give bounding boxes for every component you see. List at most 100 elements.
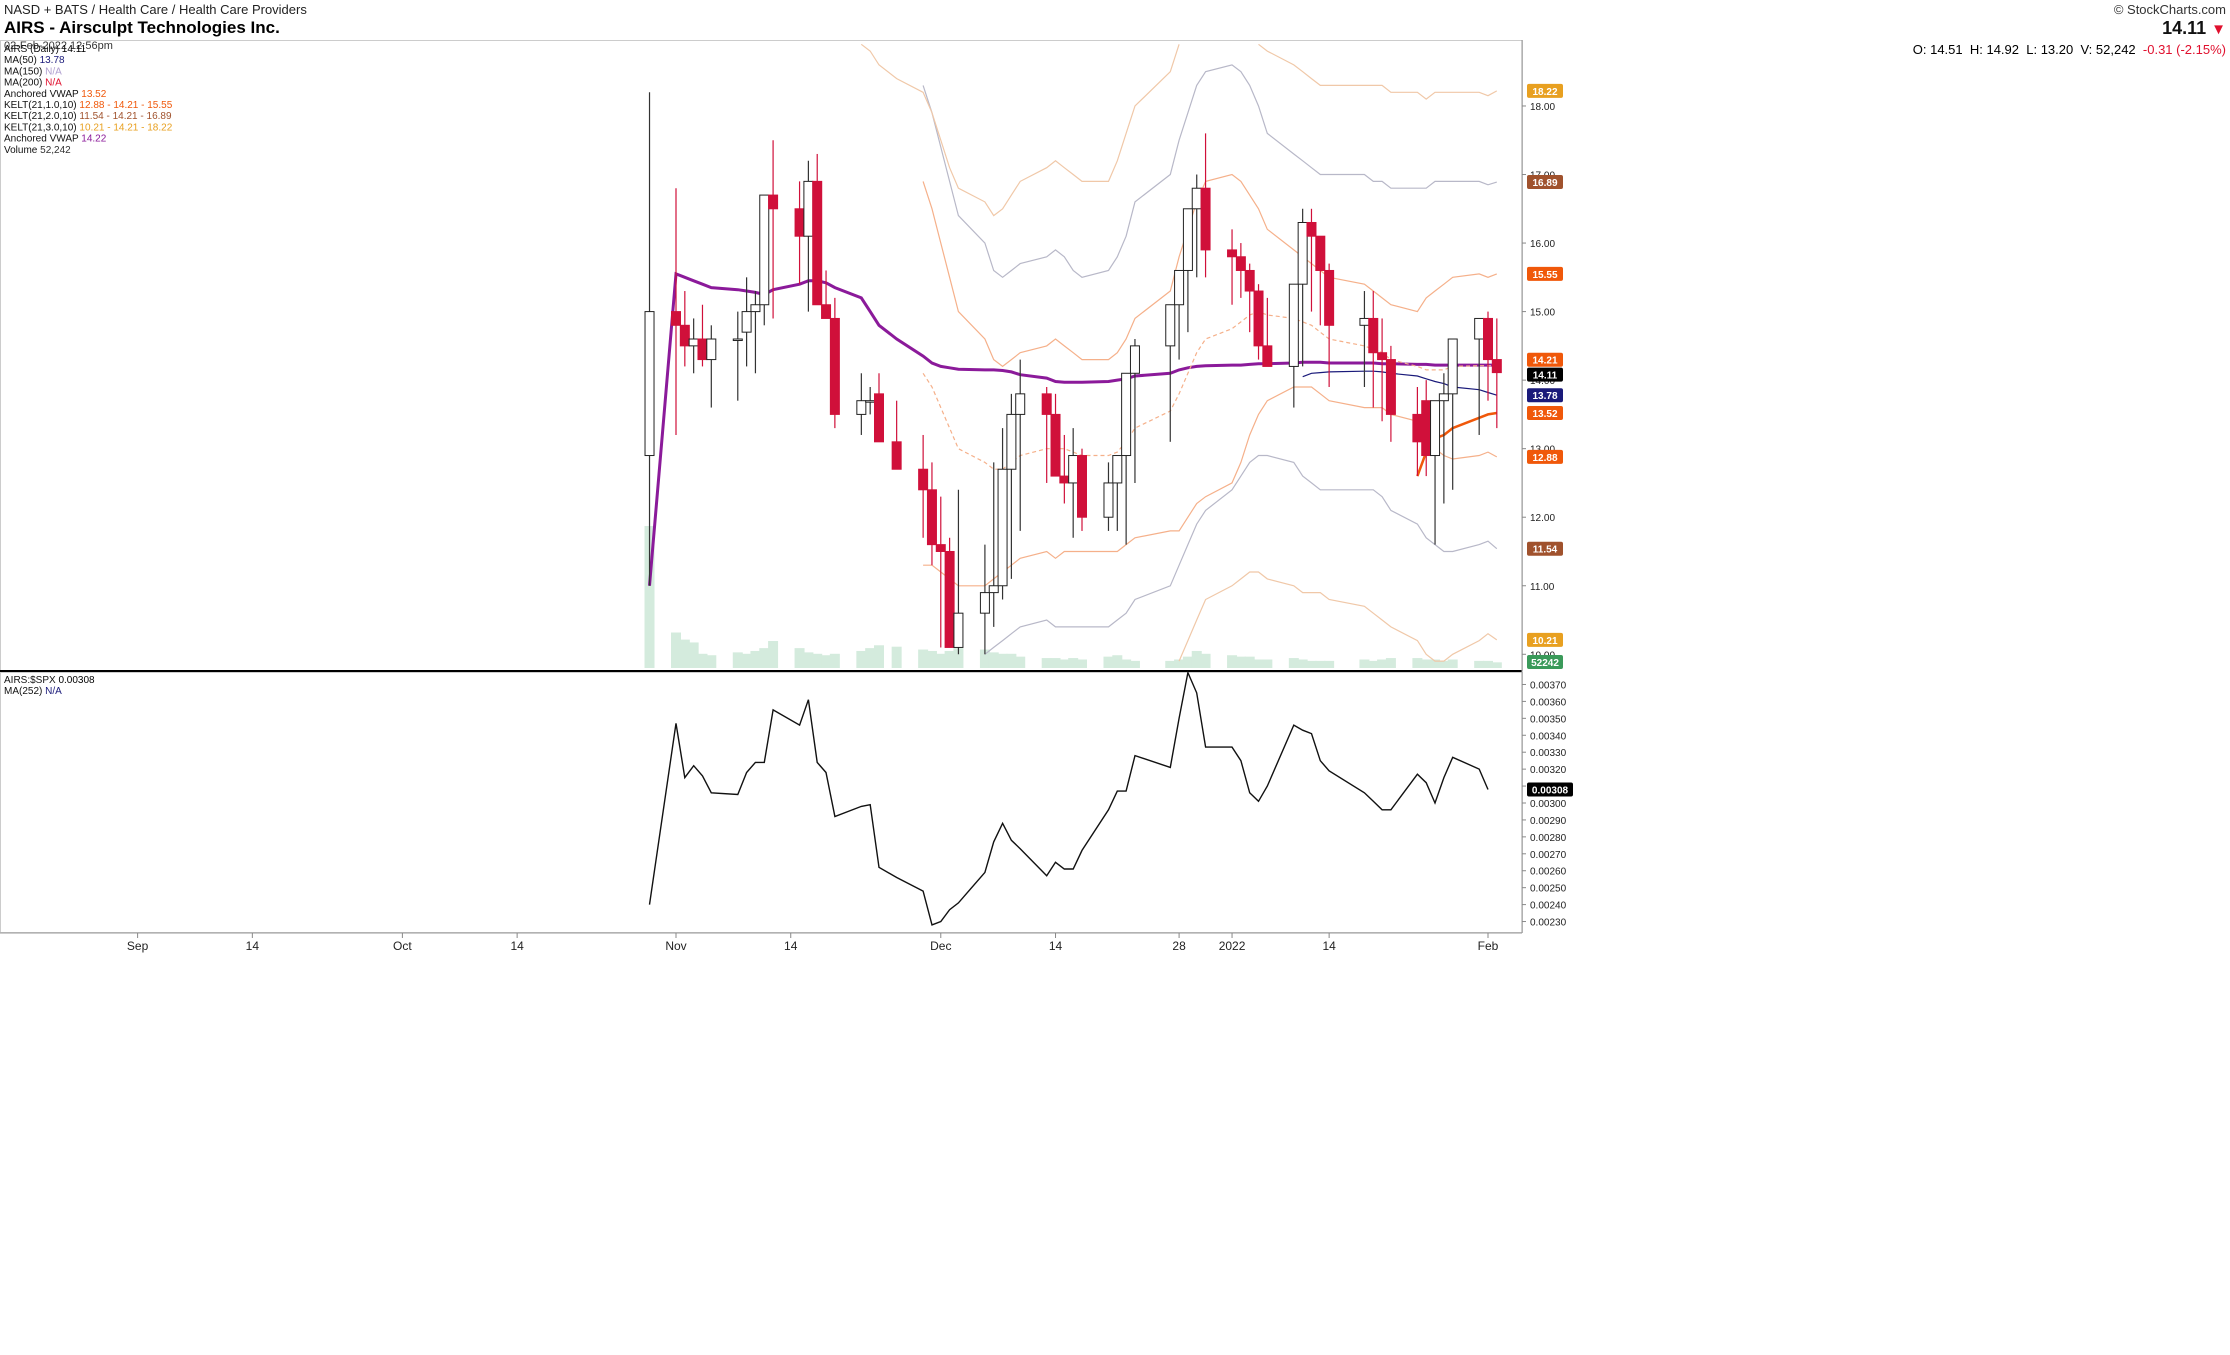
- candle-body: [1077, 455, 1087, 518]
- price-marker-badge: [1527, 175, 1563, 190]
- volume-bar: [856, 650, 867, 668]
- volume-bar: [1235, 656, 1246, 668]
- lower-legend-item: MA(252) N/A: [4, 686, 62, 697]
- price-marker-badge: [1527, 406, 1563, 421]
- candle-body: [1235, 256, 1246, 271]
- candle-body: [1421, 400, 1432, 457]
- open-value: O: 14.51: [1912, 42, 1963, 57]
- candle-body: [988, 585, 999, 594]
- legend-label: AIRS:$SPX: [4, 675, 58, 686]
- volume-bar: [750, 650, 761, 668]
- price-marker-label: 18.22: [1532, 87, 1557, 98]
- volume-bar: [1438, 660, 1449, 668]
- volume-bar: [935, 653, 946, 668]
- volume-bar: [1288, 658, 1299, 668]
- price-marker-label: 13.52: [1532, 409, 1557, 420]
- candle-body: [891, 441, 902, 470]
- candle-body: [1041, 393, 1052, 415]
- candle-body: [671, 311, 681, 326]
- price-marker-badge: [1527, 367, 1563, 382]
- volume-bar: [944, 650, 955, 668]
- volume-bar: [979, 649, 990, 668]
- ratio-tick-label: 0.00290: [1530, 816, 1567, 827]
- ratio-tick-label: 0.00280: [1530, 833, 1567, 844]
- candle-body: [821, 304, 832, 319]
- volume-bar: [679, 639, 690, 668]
- volume-bar: [697, 653, 708, 668]
- candle-body: [1359, 317, 1370, 326]
- candle-body: [1262, 345, 1273, 367]
- volume-bar: [644, 526, 655, 668]
- time-tick-label: 2022: [1219, 939, 1246, 953]
- candle-body: [874, 393, 884, 443]
- volume-value: V: 52,242: [2080, 42, 2136, 57]
- brand-credit[interactable]: © StockCharts.com: [2113, 2, 2226, 17]
- price-marker-badge: [1527, 83, 1563, 98]
- candle-body: [1447, 338, 1458, 395]
- volume-bar: [1103, 656, 1114, 668]
- price-marker-label: 52242: [1531, 658, 1559, 669]
- price-marker-label: 12.88: [1532, 453, 1557, 464]
- legend-value: 13.78: [40, 55, 65, 66]
- candle-body: [953, 612, 964, 648]
- ratio-tick-label: 0.00350: [1530, 714, 1567, 725]
- candle-body: [794, 208, 805, 237]
- candle-body: [803, 180, 814, 237]
- legend-value: N/A: [45, 66, 62, 77]
- price-marker-badge: [1527, 632, 1563, 647]
- volume-bar: [1200, 653, 1211, 668]
- price-marker-badge: [1527, 449, 1563, 464]
- volume-bar: [1191, 650, 1202, 668]
- candle-body: [732, 338, 743, 342]
- candle-body: [829, 317, 840, 415]
- volume-bar: [1324, 660, 1335, 668]
- candle-body: [865, 400, 876, 403]
- volume-bar: [1041, 658, 1052, 668]
- time-tick-label: Feb: [1478, 939, 1499, 953]
- time-tick-label: Oct: [393, 939, 412, 953]
- legend-label: Anchored VWAP: [4, 89, 81, 100]
- legend-value: 13.52: [81, 89, 106, 100]
- volume-bar: [1412, 658, 1423, 668]
- price-marker-label: 11.54: [1533, 545, 1558, 556]
- price-marker-badge: [1527, 388, 1563, 403]
- candle-body: [679, 324, 690, 347]
- ratio-tick-label: 0.00370: [1530, 680, 1567, 691]
- candle-body: [1412, 413, 1423, 443]
- candle-body: [979, 592, 990, 614]
- last-price-value: 14.11: [2162, 18, 2207, 38]
- candle-body: [1324, 269, 1335, 326]
- legend-label: KELT(21,1.0,10): [4, 100, 79, 111]
- legend-label: MA(150): [4, 66, 45, 77]
- ratio-tick-label: 0.00250: [1530, 884, 1567, 895]
- ratio-tick-label: 0.00230: [1530, 918, 1567, 929]
- change-value: -0.31 (-2.15%): [2142, 42, 2226, 57]
- volume-bar: [671, 632, 681, 668]
- candle-body: [750, 304, 761, 313]
- candle-body: [759, 194, 770, 306]
- volume-bar: [1385, 658, 1396, 668]
- candle-body: [1288, 283, 1299, 367]
- price-marker-badge: [1527, 352, 1563, 367]
- volume-bar: [706, 655, 717, 668]
- volume-bar: [812, 653, 823, 668]
- volume-bar: [1059, 659, 1070, 668]
- chart-title: AIRS - Airsculpt Technologies Inc.: [4, 18, 280, 37]
- volume-bar: [688, 642, 699, 668]
- volume-bar: [874, 645, 884, 668]
- legend-value: 10.21 - 14.21 - 18.22: [79, 122, 172, 133]
- ratio-tick-label: 0.00270: [1530, 850, 1567, 861]
- volume-bar: [1174, 659, 1185, 668]
- volume-bar: [794, 648, 805, 668]
- candle-body: [1112, 455, 1123, 484]
- exchange-breadcrumb: NASD + BATS / Health Care / Health Care …: [4, 2, 307, 17]
- candle-body: [1438, 393, 1449, 402]
- volume-bar: [1474, 660, 1485, 668]
- volume-bar: [1129, 660, 1140, 668]
- volume-bar: [865, 648, 876, 668]
- indicator-line: [984, 454, 1498, 655]
- ratio-tick-label: 0.00330: [1530, 748, 1567, 759]
- candle-body: [1006, 413, 1017, 470]
- high-value: H: 14.92: [1969, 42, 2020, 57]
